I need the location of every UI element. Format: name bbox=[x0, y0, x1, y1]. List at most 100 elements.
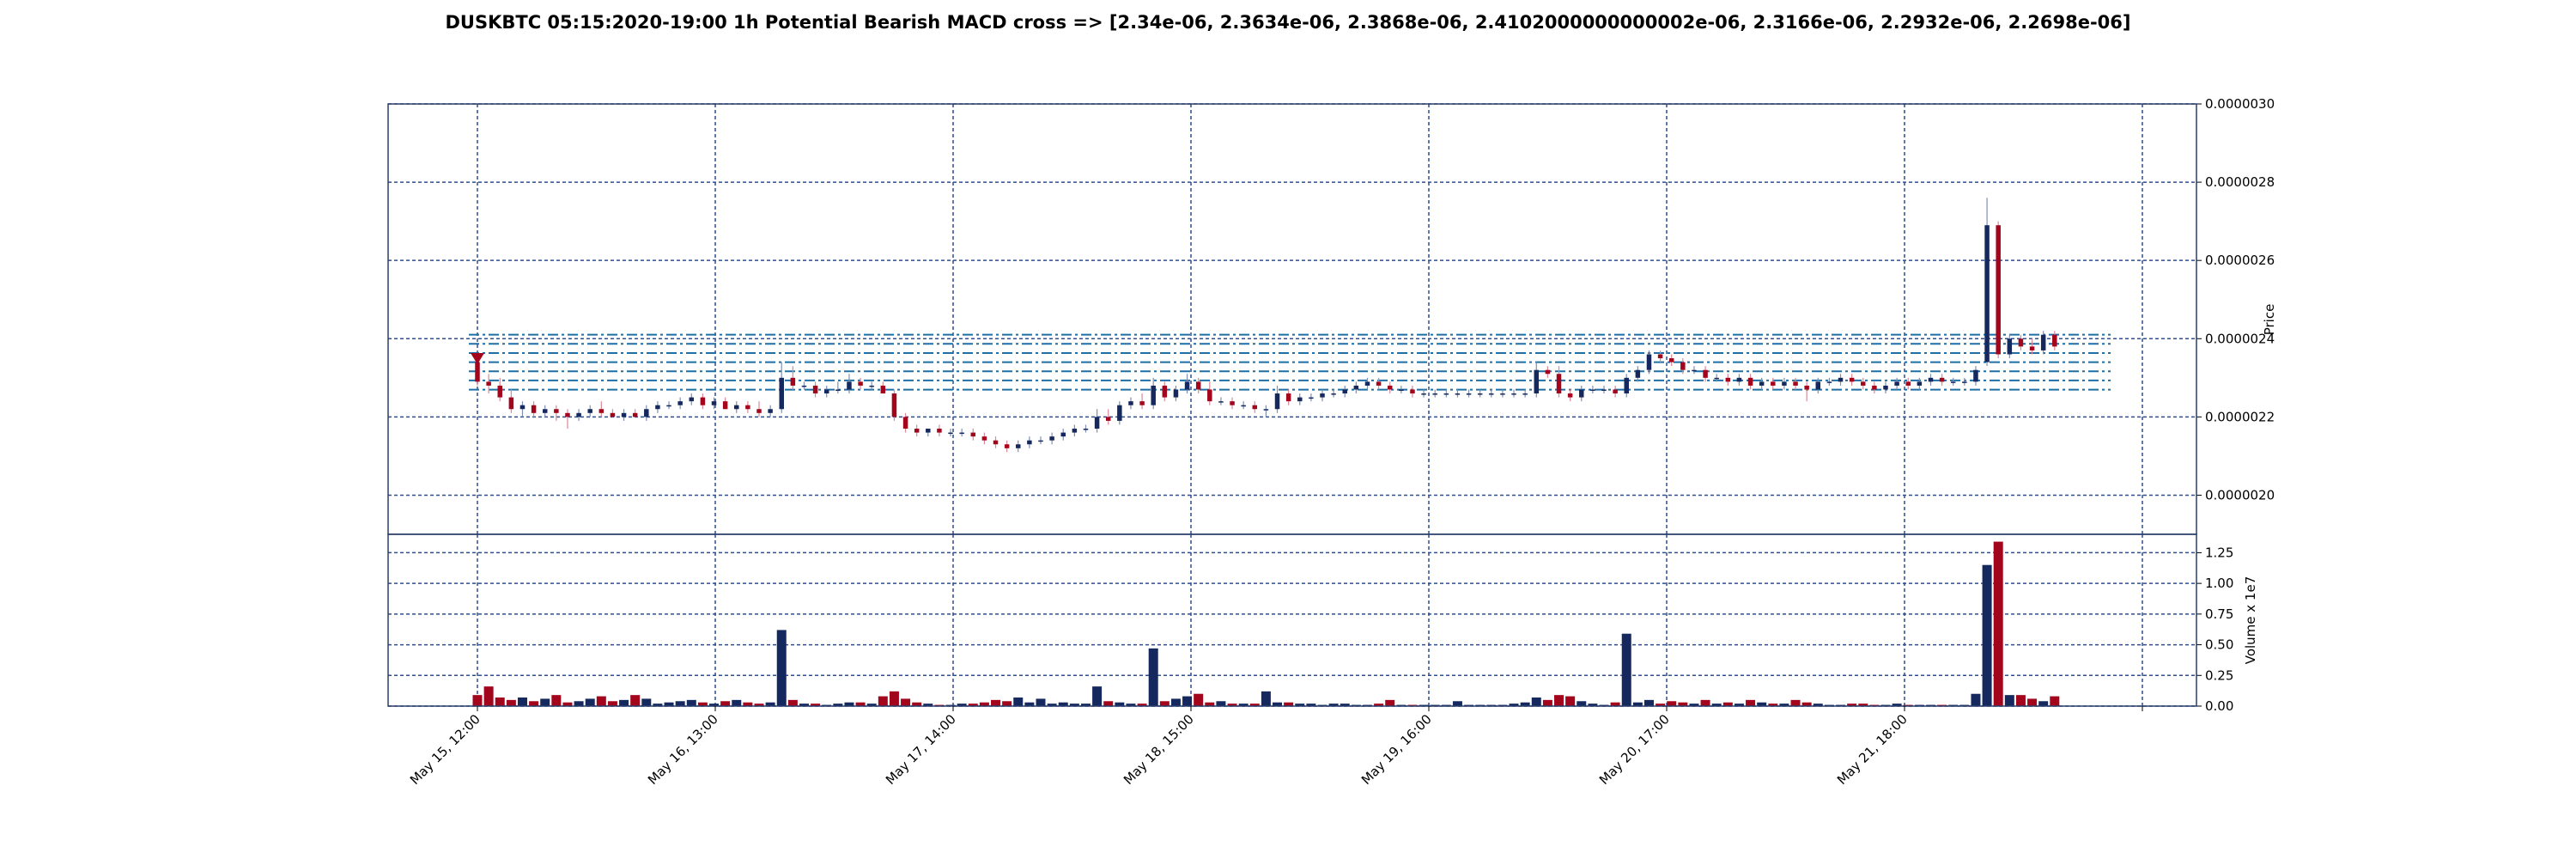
volume-bar bbox=[1565, 696, 1576, 706]
volume-bar bbox=[1385, 699, 1395, 706]
candle-body bbox=[1556, 374, 1562, 394]
volume-bar bbox=[1711, 704, 1722, 706]
candle-body bbox=[768, 409, 773, 413]
candle-body bbox=[981, 436, 987, 441]
volume-bar bbox=[1328, 704, 1339, 706]
volume-bar bbox=[472, 695, 483, 706]
volume-bar bbox=[1892, 704, 1902, 706]
candle-body bbox=[666, 405, 671, 407]
candle-body bbox=[1703, 369, 1708, 378]
chart-title: DUSKBTC 05:15:2020-19:00 1h Potential Be… bbox=[445, 12, 2131, 33]
x-tick-label: May 20, 17:00 bbox=[1596, 711, 1673, 788]
volume-bar bbox=[1182, 696, 1193, 706]
candle-body bbox=[1195, 381, 1201, 390]
volume-bar bbox=[1700, 699, 1710, 706]
candle-body bbox=[1613, 389, 1618, 394]
candle-body bbox=[880, 385, 886, 394]
candle-body bbox=[1432, 393, 1437, 395]
candle-body bbox=[576, 412, 581, 417]
candle-body bbox=[1996, 225, 2001, 355]
candle-body bbox=[970, 432, 976, 437]
candle-body bbox=[734, 405, 739, 410]
candle-body bbox=[1364, 381, 1370, 386]
candle-body bbox=[508, 397, 514, 410]
volume-bar bbox=[697, 702, 708, 706]
volume-bar bbox=[1509, 704, 1519, 706]
candle-body bbox=[1815, 381, 1821, 390]
volume-bar bbox=[1542, 699, 1552, 706]
candle-body bbox=[847, 381, 852, 390]
volume-bar bbox=[1170, 698, 1181, 706]
candle-body bbox=[1928, 377, 1934, 382]
volume-bar bbox=[1295, 704, 1305, 706]
candle-body bbox=[1049, 436, 1054, 441]
candle-body bbox=[587, 409, 592, 413]
candle-body bbox=[2052, 334, 2057, 347]
candle-body bbox=[745, 405, 750, 410]
volume-bar bbox=[2038, 701, 2049, 706]
candle-body bbox=[554, 409, 559, 413]
volume-bar bbox=[517, 698, 527, 706]
candle-body bbox=[1646, 354, 1652, 370]
candle-body bbox=[542, 409, 548, 413]
volume-bar bbox=[483, 686, 494, 706]
volume-bar bbox=[1667, 701, 1677, 706]
price-panel-frame bbox=[387, 103, 2197, 535]
candle-body bbox=[1692, 369, 1697, 372]
candle-body bbox=[1027, 440, 1032, 445]
volume-bar bbox=[1452, 701, 1462, 706]
candle-body bbox=[1917, 381, 1923, 386]
price-axis-label: Price bbox=[2262, 304, 2277, 336]
volume-bar bbox=[1746, 699, 1756, 706]
volume-bar bbox=[878, 696, 888, 706]
volume-bar bbox=[1768, 704, 1778, 706]
volume-bar bbox=[1261, 691, 1271, 706]
candle-body bbox=[621, 412, 627, 417]
candle-body bbox=[1782, 381, 1787, 386]
candle-body bbox=[1309, 397, 1314, 399]
candle-body bbox=[632, 412, 638, 417]
volume-tick-label: 0.25 bbox=[2205, 667, 2233, 683]
volume-bar bbox=[776, 630, 787, 706]
candle-body bbox=[1410, 389, 1415, 394]
price-tick-label: 0.0000026 bbox=[2205, 253, 2275, 268]
candle-body bbox=[1579, 389, 1584, 398]
price-tick-label: 0.0000022 bbox=[2205, 409, 2275, 424]
candle-body bbox=[1804, 385, 1809, 390]
candle-body bbox=[914, 429, 920, 433]
candle-body bbox=[2007, 338, 2013, 355]
volume-bar bbox=[1801, 702, 1812, 706]
candle-body bbox=[1511, 393, 1516, 395]
candle-body bbox=[531, 405, 537, 413]
candle-body bbox=[1387, 385, 1393, 390]
candle-body bbox=[2040, 334, 2046, 350]
candle-body bbox=[1274, 393, 1280, 410]
candle-body bbox=[711, 401, 717, 405]
price-tick-label: 0.0000028 bbox=[2205, 174, 2275, 190]
candle-body bbox=[722, 401, 728, 410]
volume-bar bbox=[912, 702, 922, 706]
candle-body bbox=[790, 377, 796, 386]
volume-bar bbox=[787, 699, 798, 706]
candle-body bbox=[644, 409, 649, 417]
volume-bar bbox=[1656, 704, 1666, 706]
candle-body bbox=[1771, 381, 1776, 386]
volume-bar bbox=[844, 702, 854, 706]
volume-bar bbox=[923, 704, 933, 706]
candle-body bbox=[519, 405, 526, 410]
volume-bar bbox=[619, 699, 629, 706]
candle-body bbox=[1635, 369, 1641, 378]
candle-body bbox=[902, 417, 908, 430]
volume-bar bbox=[1080, 704, 1091, 706]
candle-body bbox=[1083, 429, 1089, 430]
candle-body bbox=[1094, 417, 1100, 430]
candle-body bbox=[1004, 444, 1010, 448]
volume-bar bbox=[2015, 695, 2026, 706]
volume-tick-label: 0.75 bbox=[2205, 606, 2233, 622]
candle-body bbox=[1725, 377, 1731, 382]
volume-bar bbox=[1205, 702, 1215, 706]
price-panel: 0.0000020 0.0000022 0.0000024 0.0000026 0.00… bbox=[387, 96, 2275, 535]
candle-body bbox=[2029, 346, 2035, 350]
candle-body bbox=[1624, 377, 1629, 394]
volume-bar bbox=[1238, 704, 1249, 706]
